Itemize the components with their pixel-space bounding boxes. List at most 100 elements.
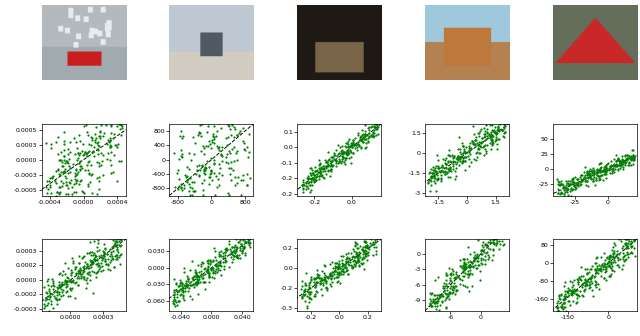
Point	[432, 153, 442, 158]
Point	[97, 257, 108, 262]
Point	[200, 286, 210, 292]
Point	[108, 256, 118, 261]
Point	[623, 245, 633, 250]
Point	[86, 259, 97, 264]
Point	[348, 140, 358, 145]
Point	[70, 295, 80, 301]
Point	[307, 289, 317, 294]
Point	[438, 168, 449, 173]
Point	[627, 250, 637, 256]
Point	[460, 149, 470, 155]
Point	[486, 133, 497, 139]
Point	[556, 305, 566, 310]
Point	[168, 287, 179, 293]
Point	[226, 120, 236, 125]
Point	[100, 258, 111, 264]
Point	[239, 229, 250, 234]
Point	[220, 258, 230, 263]
Point	[364, 127, 374, 132]
Point	[204, 270, 214, 275]
Point	[435, 292, 445, 298]
Point	[596, 266, 606, 271]
Point	[469, 157, 479, 162]
Point	[432, 173, 442, 178]
Point	[358, 252, 369, 257]
Point	[111, 244, 122, 250]
Point	[460, 284, 470, 289]
Point	[88, 251, 99, 256]
Point	[349, 262, 359, 267]
Point	[485, 240, 495, 246]
Point	[621, 236, 631, 241]
Point	[591, 281, 601, 286]
Point	[337, 263, 347, 268]
Point	[195, 130, 205, 136]
Point	[342, 148, 352, 153]
Point	[319, 163, 329, 169]
Point	[317, 277, 328, 282]
Point	[200, 217, 211, 222]
Point	[353, 256, 364, 261]
Point	[230, 182, 240, 187]
Point	[429, 311, 439, 317]
Point	[54, 284, 65, 289]
Point	[342, 254, 352, 260]
Point	[57, 281, 67, 286]
Point	[559, 296, 570, 301]
Point	[473, 142, 483, 148]
Point	[93, 175, 104, 180]
Point	[344, 155, 355, 160]
Point	[339, 268, 349, 274]
Point	[77, 190, 88, 195]
Point	[424, 301, 435, 307]
Point	[467, 160, 477, 165]
Point	[607, 263, 617, 269]
Point	[196, 274, 207, 279]
Point	[306, 178, 316, 183]
Point	[93, 240, 104, 246]
Point	[310, 169, 320, 174]
Point	[564, 182, 575, 187]
Point	[227, 245, 237, 250]
Point	[435, 292, 445, 297]
Point	[227, 109, 237, 115]
Point	[442, 162, 452, 167]
Point	[360, 245, 371, 250]
Point	[310, 291, 321, 297]
Point	[67, 269, 77, 275]
Point	[51, 295, 61, 300]
Point	[93, 262, 104, 268]
Point	[170, 185, 180, 190]
Point	[109, 243, 120, 249]
Point	[99, 253, 109, 259]
Point	[425, 300, 435, 305]
Point	[111, 118, 121, 124]
Point	[219, 266, 229, 271]
Point	[473, 262, 483, 268]
Point	[458, 268, 468, 274]
Point	[560, 184, 570, 190]
Point	[472, 140, 482, 146]
Point	[470, 138, 480, 143]
Point	[173, 251, 183, 256]
Point	[344, 151, 354, 156]
Point	[173, 183, 184, 189]
Point	[559, 191, 570, 196]
Point	[476, 247, 486, 253]
Point	[115, 121, 125, 126]
Point	[202, 129, 212, 134]
Point	[185, 279, 195, 284]
Point	[493, 127, 504, 132]
Point	[470, 257, 481, 262]
Point	[593, 282, 603, 287]
Point	[349, 143, 359, 148]
Point	[457, 155, 467, 160]
Point	[93, 186, 104, 191]
Point	[437, 299, 447, 305]
Point	[195, 268, 205, 273]
Point	[209, 275, 219, 281]
Point	[597, 262, 607, 267]
Point	[210, 255, 220, 260]
Point	[106, 130, 116, 136]
Point	[575, 277, 586, 282]
